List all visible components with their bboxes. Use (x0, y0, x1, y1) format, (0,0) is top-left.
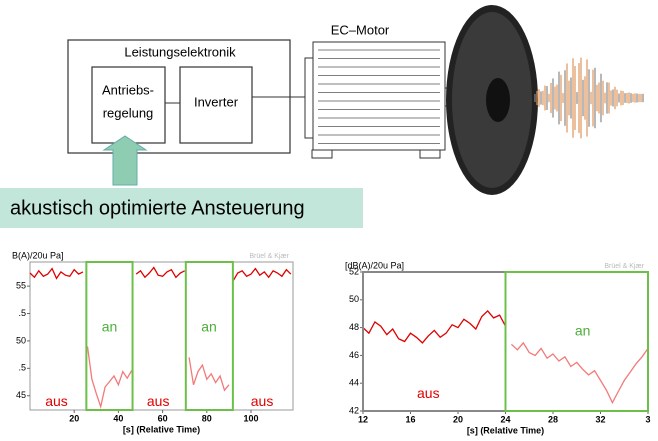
annotation: aus (45, 393, 68, 409)
y-tick-label: 42 (349, 405, 359, 415)
diagram: Leistungselektronik Antriebs- regelung I… (0, 5, 644, 228)
banner-text: akustisch optimierte Ansteuerung (10, 197, 305, 219)
motor-fins (318, 49, 440, 144)
x-tick-label: 40 (113, 413, 123, 423)
x-tick-label: 32 (595, 414, 605, 424)
x-tick-label: 28 (548, 414, 558, 424)
region-box (85, 261, 134, 411)
watermark: Brüel & Kjær (604, 263, 644, 270)
motor-body (312, 41, 446, 151)
motor-label: EC–Motor (331, 22, 390, 37)
y-tick-label: .5 (18, 308, 26, 318)
watermark: Brüel & Kjær (249, 253, 289, 260)
y-tick-label: .5 (18, 363, 26, 373)
y-axis-label: [dB(A)/20u Pa] (345, 260, 404, 270)
motor-flange (304, 57, 314, 139)
inverter-label: Inverter (194, 94, 239, 109)
data-line (362, 309, 507, 344)
power-electronics-label: Leistungselektronik (124, 44, 236, 59)
annotation: an (575, 322, 591, 338)
x-tick-label: 60 (158, 413, 168, 423)
y-tick-label: 55 (16, 280, 26, 290)
x-axis-label: [s] (Relative Time) (467, 425, 544, 435)
annotation: aus (147, 393, 170, 409)
annotation: aus (251, 393, 274, 409)
x-tick-label: 20 (69, 413, 79, 423)
control-label: regelung (103, 105, 154, 120)
region-box (504, 271, 649, 412)
data-line (29, 266, 292, 281)
annotation: an (201, 318, 217, 334)
region-box (184, 261, 234, 411)
y-tick-label: 52 (349, 266, 359, 276)
inverter-box (179, 66, 253, 144)
x-tick-label: 80 (202, 413, 212, 423)
control-label: Antriebs- (102, 82, 154, 97)
y-tick-label: 44 (349, 378, 359, 388)
x-tick-label: 20 (453, 414, 463, 424)
arrow (102, 135, 148, 186)
banner (0, 188, 363, 228)
x-tick-label: 16 (405, 414, 415, 424)
y-axis-label: B(A)/20u Pa] (12, 250, 64, 260)
y-tick-label: 50 (16, 335, 26, 345)
fan-hub (486, 78, 510, 122)
sound-wave (534, 57, 644, 139)
x-tick-label: 12 (358, 414, 368, 424)
y-tick-label: 45 (16, 390, 26, 400)
annotation: an (102, 318, 118, 334)
x-tick-label: 24 (500, 414, 510, 424)
plot-area (29, 261, 294, 411)
data-line (86, 346, 230, 410)
data-line (510, 341, 649, 405)
y-tick-label: 50 (349, 294, 359, 304)
y-tick-label: 48 (349, 322, 359, 332)
annotation: aus (417, 385, 440, 401)
x-tick-label: 100 (243, 413, 258, 423)
motor-foot (311, 149, 333, 159)
x-axis-label: [s] (Relative Time) (123, 424, 200, 434)
motor-foot (419, 149, 441, 159)
x-tick-label: 3 (645, 414, 650, 424)
y-tick-label: 46 (349, 350, 359, 360)
